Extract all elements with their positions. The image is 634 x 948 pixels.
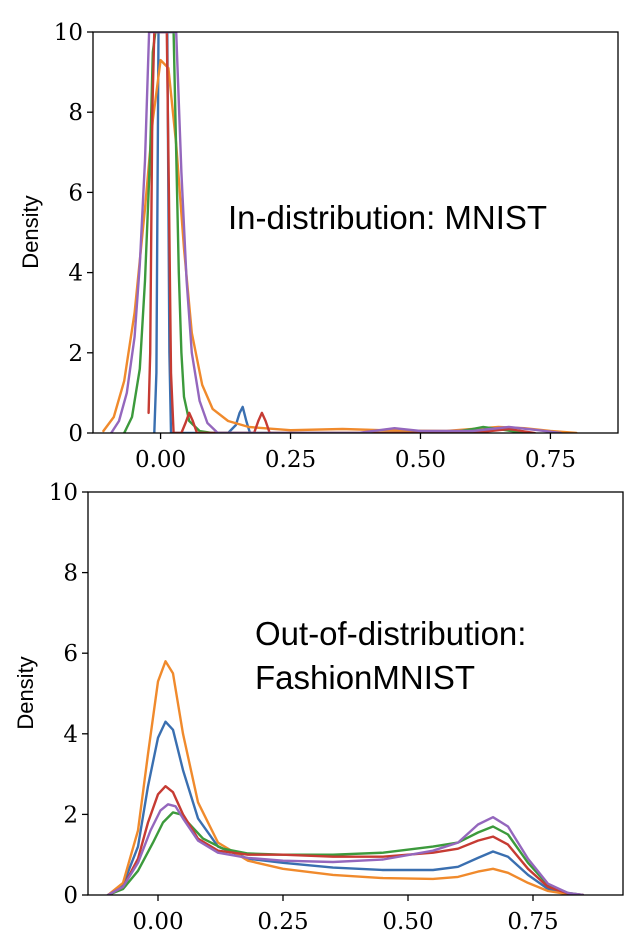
y-tick-label: 6 xyxy=(63,641,78,667)
y-axis-label: Density xyxy=(13,656,38,729)
chart-panel-1: 0 2 4 6 8 10 0.00 0.25 0.50 0.75 Density In-distrib… xyxy=(18,20,619,473)
series-group xyxy=(106,660,585,895)
x-tick-label: 0.50 xyxy=(395,447,446,473)
series-line-blue xyxy=(153,32,252,433)
y-tick-label: 2 xyxy=(63,802,78,828)
y-axis-label: Density xyxy=(18,195,43,268)
chart-annotation: Out-of-distribution: xyxy=(255,615,526,652)
series-line-orange xyxy=(106,660,585,895)
y-tick-label: 10 xyxy=(54,20,83,46)
y-tick-label: 4 xyxy=(68,261,83,287)
y-tick-label: 8 xyxy=(63,561,78,587)
plot-frame xyxy=(87,491,624,896)
y-tick-label: 10 xyxy=(49,480,78,506)
y-tick-label: 4 xyxy=(63,722,78,748)
chart-annotation: FashionMNIST xyxy=(255,659,475,696)
y-tick-label: 0 xyxy=(63,883,78,909)
x-tick-label: 0.00 xyxy=(132,909,183,935)
series-line-purple xyxy=(110,32,562,433)
series-line-blue xyxy=(106,720,585,895)
series-line-red xyxy=(147,32,536,433)
y-tick-label: 8 xyxy=(68,100,83,126)
x-tick-label: 0.75 xyxy=(507,909,558,935)
y-tick-label: 0 xyxy=(68,421,83,447)
x-tick-label: 0.00 xyxy=(135,447,186,473)
x-tick-label: 0.75 xyxy=(525,447,576,473)
series-group xyxy=(102,32,578,433)
x-tick-label: 0.25 xyxy=(265,447,316,473)
plot-frame xyxy=(92,31,619,434)
x-tick-label: 0.25 xyxy=(257,909,308,935)
series-line-red xyxy=(106,785,585,895)
series-line-purple xyxy=(106,803,585,895)
series-line-green xyxy=(123,32,526,433)
series-line-green xyxy=(106,811,585,895)
y-tick-label: 6 xyxy=(68,180,83,206)
chart-annotation: In-distribution: MNIST xyxy=(228,199,547,236)
chart-panel-2: 0 2 4 6 8 10 0.00 0.25 0.50 0.75 Density Out-of-dis… xyxy=(13,480,624,935)
x-tick-label: 0.50 xyxy=(382,909,433,935)
y-tick-label: 2 xyxy=(68,341,83,367)
